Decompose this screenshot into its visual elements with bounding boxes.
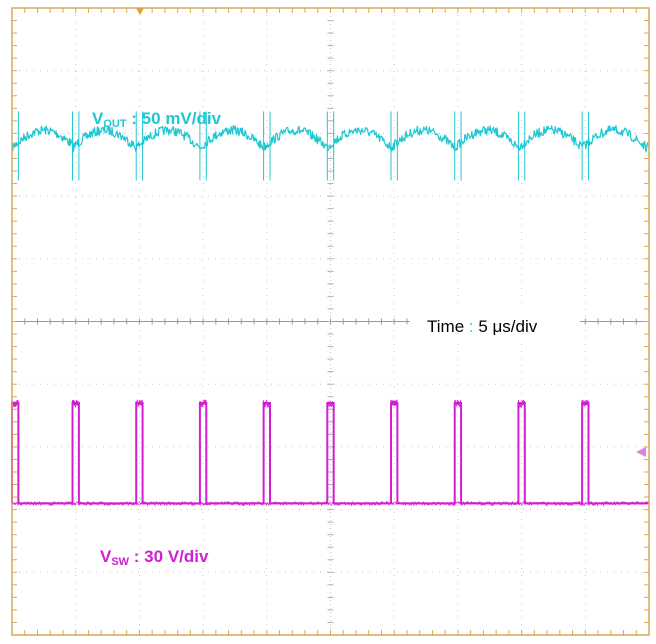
vsw-label-main: V — [100, 547, 112, 566]
channel-offset-marker — [636, 447, 646, 457]
time-label-background — [410, 308, 580, 342]
time-label-separator: : — [464, 317, 478, 336]
vout-label-sub: OUT — [103, 118, 127, 130]
vout-label-scale: : 50 mV/div — [127, 109, 222, 128]
trigger-marker — [136, 8, 144, 15]
vsw-label: VSW : 30 V/div — [100, 547, 209, 568]
traces — [11, 111, 649, 506]
vout-trace — [11, 124, 649, 153]
time-label-value: 5 μs/div — [478, 317, 537, 336]
vsw-label-sub: SW — [111, 556, 129, 568]
vout-label: VOUT : 50 mV/div — [92, 109, 222, 130]
time-label: Time : 5 μs/div — [427, 317, 538, 336]
vout-label-main: V — [92, 109, 104, 128]
time-label-prefix: Time — [427, 317, 464, 336]
vsw-label-scale: : 30 V/div — [129, 547, 209, 566]
scope-frame — [11, 7, 650, 636]
